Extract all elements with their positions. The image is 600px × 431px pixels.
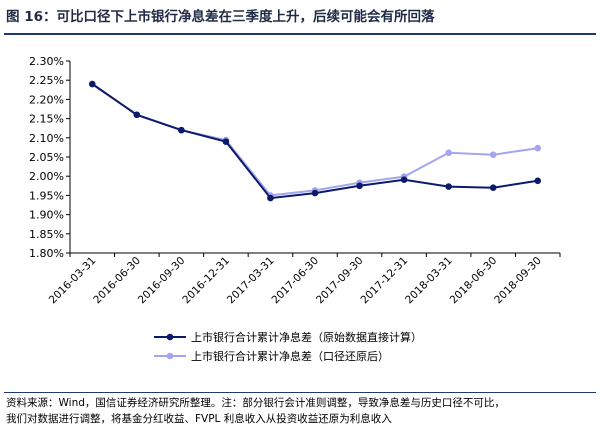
legend: 上市银行合计累计净息差（原始数据直接计算） 上市银行合计累计净息差（口径还原后） — [154, 330, 422, 363]
legend-entry-2: 上市银行合计累计净息差（口径还原后） — [191, 349, 389, 363]
y-tick-label: 2.25% — [29, 74, 64, 87]
data-point — [400, 176, 408, 183]
data-point — [356, 182, 363, 190]
y-tick-label: 2.30% — [29, 55, 64, 68]
data-point — [311, 189, 319, 197]
source-rule — [4, 392, 596, 393]
y-tick-label: 2.00% — [29, 170, 64, 183]
data-point — [534, 177, 542, 185]
data-point — [489, 184, 497, 192]
legend-swatch-marker — [166, 333, 174, 341]
y-tick-label: 1.95% — [29, 189, 64, 202]
figure-title: 图 16：可比口径下上市银行净息差在三季度上升，后续可能会有所回落 — [6, 9, 435, 25]
y-tick-label: 2.20% — [29, 93, 64, 106]
y-tick-label: 2.15% — [29, 113, 64, 126]
line-chart: 2.30% 2.25% 2.20% 2.15% 2.10% 2.05% 2.00% 1.95%… — [29, 55, 561, 363]
y-tick-label: 1.80% — [29, 247, 64, 260]
chart-axes — [66, 60, 561, 257]
data-point — [178, 126, 185, 134]
series-lines — [88, 80, 542, 202]
source-note: 资料来源：Wind，国信证券经济研究所整理。注：部分银行会计准则调整，导致净息差… — [6, 395, 594, 427]
data-point — [445, 183, 452, 190]
y-tick-label: 2.05% — [29, 151, 64, 164]
y-tick-labels: 2.30% 2.25% 2.20% 2.15% 2.10% 2.05% 2.00% 1.95%… — [29, 55, 64, 260]
data-point — [267, 194, 274, 202]
data-point — [133, 111, 141, 119]
x-tick-label: 2018-09-30 — [492, 255, 544, 307]
data-point — [534, 144, 542, 152]
series-line-2 — [91, 83, 538, 197]
y-tick-label: 2.10% — [29, 132, 64, 145]
source-line-1: 资料来源：Wind，国信证券经济研究所整理。注：部分银行会计准则调整，导致净息差… — [6, 397, 505, 409]
data-point — [445, 149, 452, 157]
y-tick-label: 1.90% — [29, 209, 64, 222]
title-rule — [4, 33, 596, 35]
data-point — [222, 138, 230, 145]
source-line-2: 我们对数据进行调整，将基金分红收益、FVPL 利息收入从投资收益还原为利息收入 — [6, 413, 392, 425]
legend-swatch-marker — [166, 352, 174, 360]
data-point — [489, 151, 497, 158]
legend-entry-1: 上市银行合计累计净息差（原始数据直接计算） — [191, 330, 422, 344]
y-tick-label: 1.85% — [29, 228, 64, 241]
series-line-1 — [91, 83, 538, 200]
data-point — [88, 80, 96, 88]
x-tick-labels: 2016-03-312016-06-302016-09-302016-12-31… — [47, 255, 544, 307]
